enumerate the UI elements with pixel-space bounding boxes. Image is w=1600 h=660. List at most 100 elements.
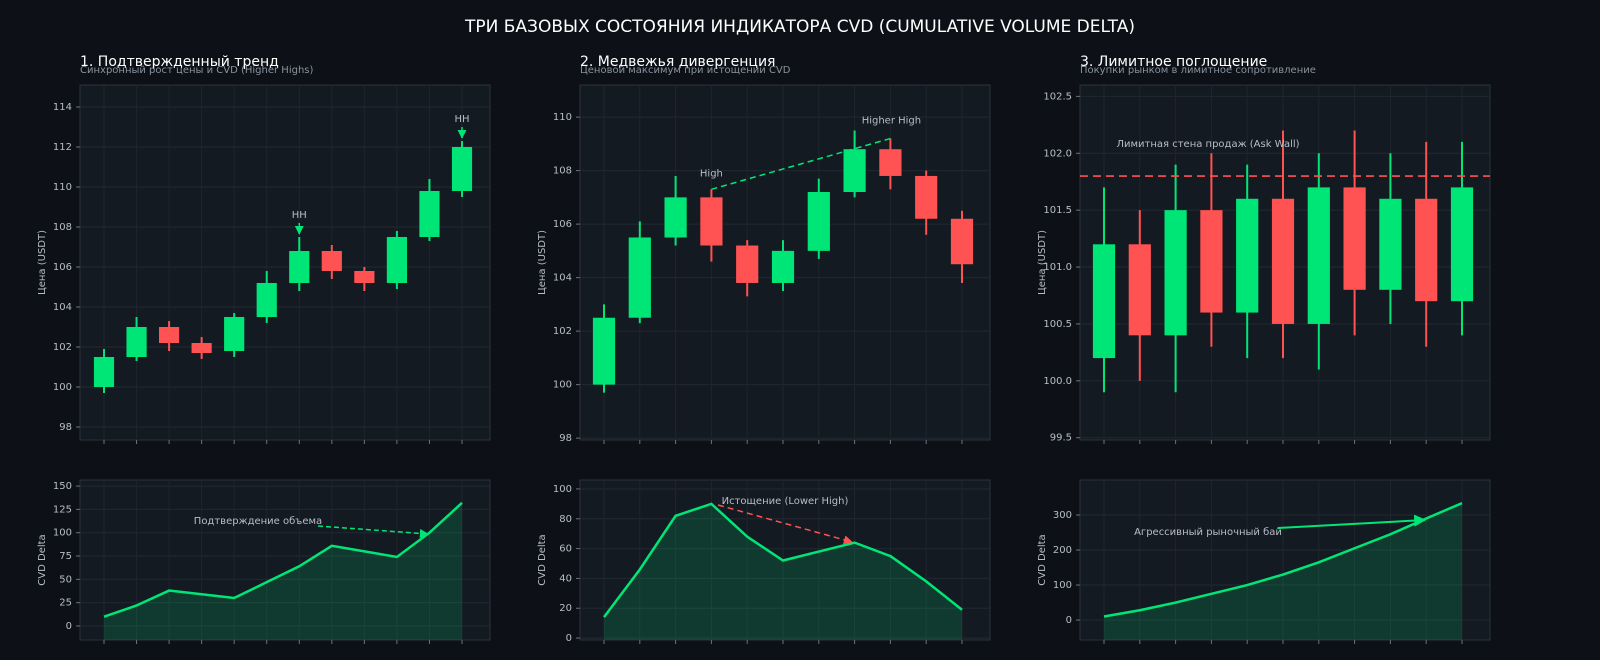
candle-body xyxy=(419,191,440,237)
plot-area xyxy=(1079,479,1491,641)
y-tick-label: 300 xyxy=(1053,510,1072,521)
y-tick-label: 99.5 xyxy=(1050,433,1072,444)
candle-body xyxy=(126,327,147,357)
cvd-line xyxy=(103,501,463,618)
y-tick-label: 100 xyxy=(1053,580,1072,591)
candle-body xyxy=(628,237,651,318)
candle-body xyxy=(771,250,795,283)
y-tick-label: 98 xyxy=(559,433,572,444)
annotation: HH xyxy=(454,114,469,125)
y-tick-label: 0 xyxy=(566,633,572,644)
y-tick-label: 102 xyxy=(553,326,572,337)
y-tick-label: 108 xyxy=(553,166,572,177)
y-axis-label: CVD Delta xyxy=(537,534,548,585)
candle-body xyxy=(451,147,473,191)
y-axis-label: CVD Delta xyxy=(1037,534,1048,585)
y-tick-label: 80 xyxy=(559,514,572,525)
candle-body xyxy=(1343,187,1366,290)
y-tick-label: 112 xyxy=(53,142,72,153)
y-tick-label: 20 xyxy=(559,603,572,614)
y-tick-label: 102.5 xyxy=(1043,91,1072,102)
candle-body xyxy=(256,283,277,317)
y-axis-label: CVD Delta xyxy=(37,534,48,585)
candle-body xyxy=(592,317,616,385)
candle-body xyxy=(1379,198,1402,290)
y-tick-label: 114 xyxy=(53,102,72,113)
candle-body xyxy=(736,245,759,283)
y-tick-label: 108 xyxy=(53,222,72,233)
annotation: Агрессивный рыночный бай xyxy=(1134,527,1282,538)
y-tick-label: 101.0 xyxy=(1043,262,1072,273)
candle-body xyxy=(289,251,310,283)
ask-wall-label: Лимитная стена продаж (Ask Wall) xyxy=(1116,139,1299,150)
panel-subtitle: Ценовой максимум при истощении CVD xyxy=(580,65,791,76)
y-axis-label: Цена (USDT) xyxy=(1037,230,1048,295)
candle-body xyxy=(1450,187,1474,302)
y-tick-label: 106 xyxy=(553,219,572,230)
annotation: High xyxy=(700,168,723,179)
annotation: HH xyxy=(292,210,307,221)
candle-body xyxy=(1200,210,1223,313)
y-tick-label: 106 xyxy=(53,262,72,273)
y-tick-label: 0 xyxy=(66,621,72,632)
panel-title: 3. Лимитное поглощение xyxy=(1080,54,1267,70)
y-tick-label: 100 xyxy=(553,484,572,495)
y-axis-label: Цена (USDT) xyxy=(37,230,48,295)
y-tick-label: 104 xyxy=(53,302,72,313)
annotation-arrow xyxy=(317,525,429,538)
candle-body xyxy=(354,271,375,283)
y-tick-label: 125 xyxy=(53,504,72,515)
panel-title: 2. Медвежья дивергенция xyxy=(580,54,775,70)
candle-body xyxy=(700,197,723,246)
page-title: ТРИ БАЗОВЫХ СОСТОЯНИЯ ИНДИКАТОРА CVD (CU… xyxy=(464,17,1135,37)
y-tick-label: 104 xyxy=(553,273,572,284)
candle-body xyxy=(224,317,245,351)
y-tick-label: 102 xyxy=(53,342,72,353)
candle-body xyxy=(1092,244,1116,359)
y-tick-label: 40 xyxy=(559,573,572,584)
candle-body xyxy=(386,237,407,283)
candle-body xyxy=(664,197,687,238)
cvd-area xyxy=(104,502,462,640)
y-tick-label: 110 xyxy=(53,182,72,193)
y-tick-label: 100 xyxy=(53,382,72,393)
candle-body xyxy=(321,251,342,271)
y-tick-label: 0 xyxy=(1066,615,1072,626)
candle-body xyxy=(807,192,830,251)
candle-body xyxy=(950,218,974,265)
cvd-line xyxy=(603,502,963,618)
y-tick-label: 101.5 xyxy=(1043,205,1072,216)
y-tick-label: 98 xyxy=(59,422,72,433)
cvd-area xyxy=(604,503,962,640)
y-tick-label: 100.5 xyxy=(1043,319,1072,330)
candle-body xyxy=(879,149,902,176)
annotation-arrow xyxy=(717,504,853,545)
y-tick-label: 110 xyxy=(553,112,572,123)
y-tick-label: 200 xyxy=(1053,545,1072,556)
y-tick-label: 75 xyxy=(59,551,72,562)
candle-body xyxy=(1271,198,1295,324)
annotation: Подтверждение объема xyxy=(194,516,322,527)
panel-subtitle: Покупки рынком в лимитное сопротивление xyxy=(1080,65,1316,76)
annotation: Истощение (Lower High) xyxy=(722,496,849,507)
candle-body xyxy=(843,149,866,193)
y-tick-label: 25 xyxy=(59,598,72,609)
y-tick-label: 100.0 xyxy=(1043,376,1072,387)
annotation-arrow xyxy=(1277,514,1427,529)
candle-body xyxy=(191,343,212,353)
y-axis-label: Цена (USDT) xyxy=(537,230,548,295)
candle-body xyxy=(93,357,115,387)
y-tick-label: 60 xyxy=(559,544,572,555)
panel-title: 1. Подтвержденный тренд xyxy=(80,54,279,70)
candle-body xyxy=(1415,198,1438,302)
divergence-line xyxy=(711,137,891,191)
y-tick-label: 100 xyxy=(553,380,572,391)
plot-area xyxy=(79,84,491,441)
candle-body xyxy=(1236,198,1259,313)
plot-area xyxy=(79,479,491,641)
candle-body xyxy=(159,327,180,343)
cvd-area xyxy=(1104,503,1462,640)
y-tick-label: 150 xyxy=(53,481,72,492)
candle-body xyxy=(915,175,938,219)
